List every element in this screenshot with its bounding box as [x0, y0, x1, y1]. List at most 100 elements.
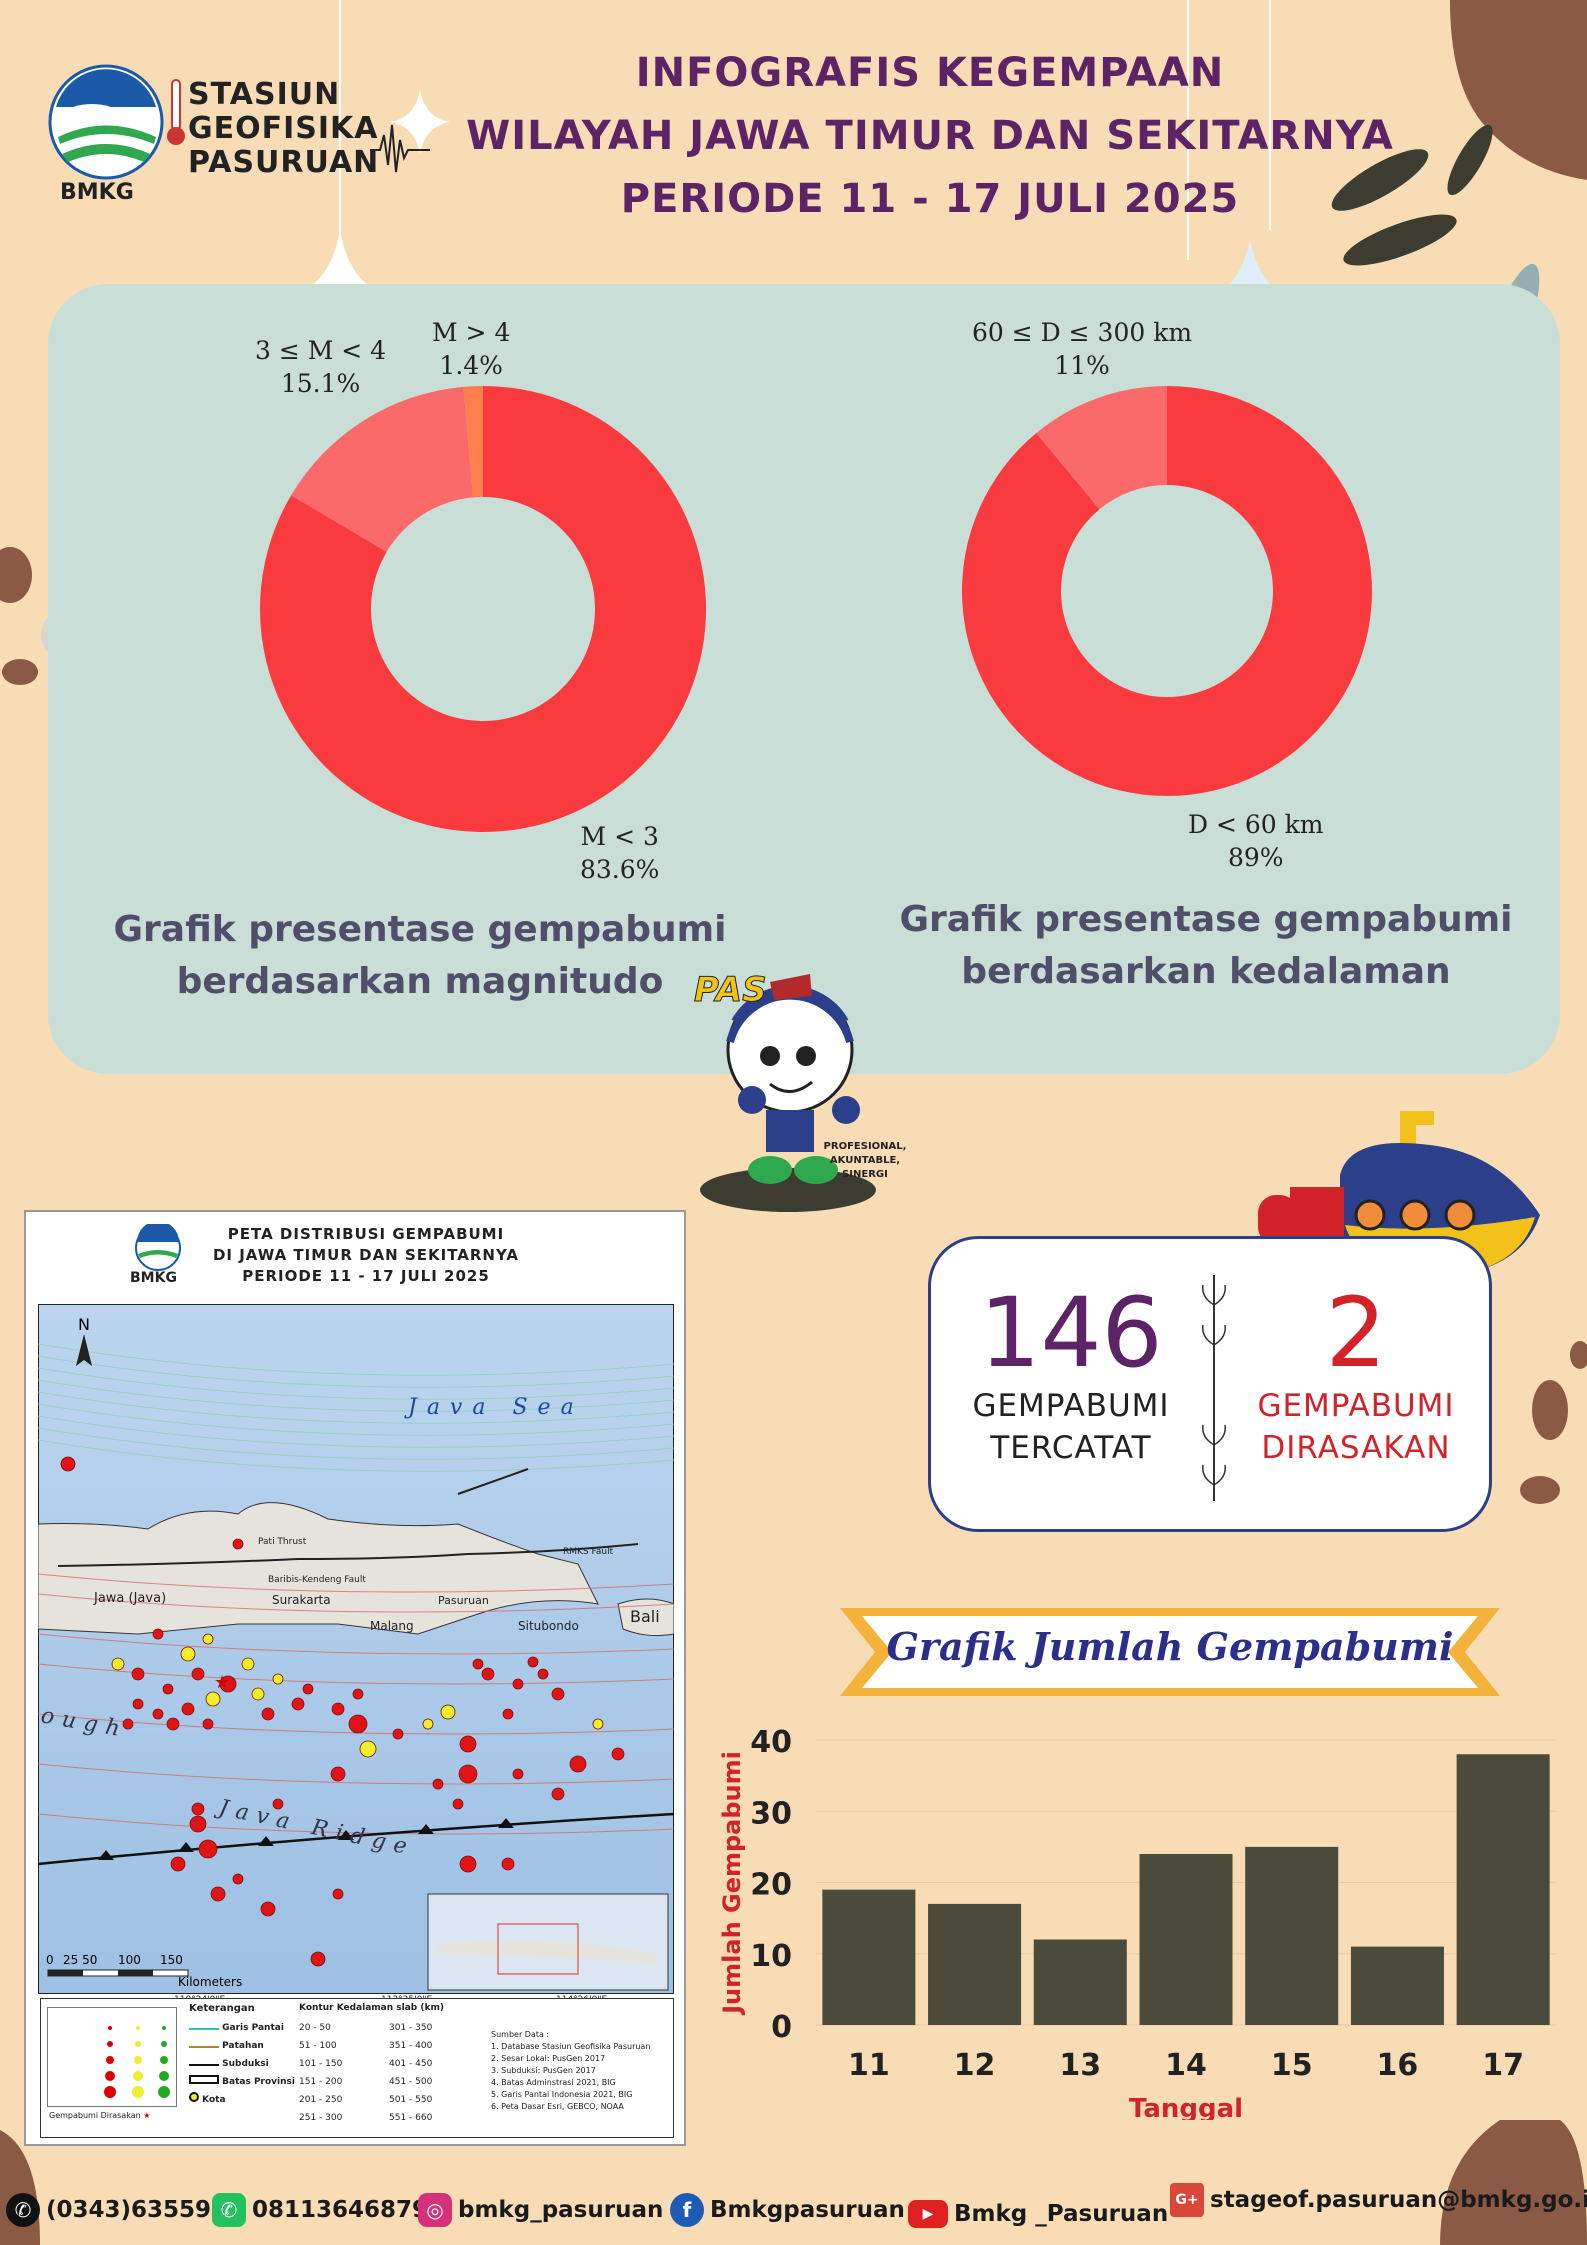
footer-facebook[interactable]: f Bmkgpasuruan: [670, 2193, 905, 2227]
legend-felt-label: Gempabumi Dirasakan: [49, 2111, 141, 2120]
felt-earthquake-star-icon: ★: [214, 1672, 230, 1693]
legend-felt: Gempabumi Dirasakan ★: [49, 2111, 150, 2120]
footer-phone[interactable]: ✆ (0343)635590: [6, 2193, 227, 2227]
title-line-1: INFOGRAFIS KEGEMPAAN: [635, 50, 1225, 96]
source-item: 2. Sesar Lokal: PusGen 2017: [491, 2054, 606, 2063]
instagram-text: bmkg_pasuruan: [458, 2197, 664, 2223]
earthquake-marker: [132, 1698, 144, 1710]
footer-whatsapp[interactable]: ✆ 08113646879: [212, 2193, 428, 2227]
contour-title: Kontur Kedalaman slab (km): [299, 2003, 444, 2013]
earthquake-marker: [232, 1873, 244, 1885]
earthquake-marker: [359, 1740, 377, 1758]
earthquake-marker: [181, 1702, 195, 1716]
bmkg-logo: BMKG: [48, 62, 168, 212]
felt-label: GEMPABUMI DIRASAKAN: [1231, 1385, 1481, 1469]
depth-donut: [962, 386, 1372, 796]
earthquake-marker: [122, 1718, 134, 1730]
earthquake-marker: [592, 1718, 604, 1730]
pie1-category: 3 ≤ M < 4: [255, 336, 387, 365]
source-item: 5. Garis Pantai Indonesia 2021, BIG: [491, 2090, 633, 2099]
footer-email[interactable]: G+ stageof.pasuruan@bmkg.go.id: [1170, 2183, 1587, 2217]
donut-slice-1: [1036, 386, 1167, 510]
daily-earthquake-bar-chart: 0 10 20 30 40 11 12 13 14 15 16 17 Tanggal Jumlah Gem…: [720, 1725, 1556, 2120]
legend-items: Garis Pantai Patahan Subduksi Batas Prov…: [189, 2019, 295, 2109]
magnitude-donut: [260, 386, 706, 832]
motto-line: PROFESIONAL, AKUNTABLE,: [823, 1141, 907, 1166]
station-line: GEOFISIKA: [188, 111, 379, 146]
scale-unit: Kilometers: [178, 1975, 242, 1989]
earthquake-marker: [551, 1787, 565, 1801]
bar-13: [1033, 1939, 1127, 2025]
scale-label: 100: [118, 1953, 141, 1967]
earthquake-marker: [502, 1708, 514, 1720]
earthquake-marker: [611, 1747, 625, 1761]
contour-item: 501 - 550: [389, 2095, 433, 2105]
legend-item: Kota: [189, 2091, 295, 2109]
earthquake-marker: [569, 1755, 587, 1773]
legend-item-label: Patahan: [222, 2041, 264, 2051]
label-line: TERCATAT: [990, 1430, 1152, 1466]
contour-item: 20 - 50: [299, 2023, 331, 2033]
caption-line: berdasarkan kedalaman: [961, 951, 1451, 992]
earthquake-marker: [152, 1628, 164, 1640]
map-label-surakarta: Surakarta: [272, 1593, 331, 1607]
donut-slice-1: [291, 386, 474, 552]
legend-item: Batas Provinsi: [189, 2073, 295, 2091]
bar-title-ribbon: [840, 1608, 1500, 1696]
felt-star-icon: ★: [143, 2111, 151, 2120]
legend-symbols-icon: [104, 2026, 170, 2098]
earthquake-marker: [166, 1717, 180, 1731]
caption-line: Grafik presentase gempabumi: [899, 899, 1513, 940]
youtube-text: Bmkg _Pasuruan: [954, 2201, 1169, 2227]
contour-item: 201 - 250: [299, 2095, 343, 2105]
source-item: 1. Database Stasiun Geofisika Pasuruan: [491, 2042, 651, 2051]
earthquake-marker: [180, 1646, 196, 1662]
data-sources: Sumber Data : 1. Database Stasiun Geofis…: [491, 2029, 671, 2113]
earthquake-marker: [291, 1697, 305, 1711]
x-tick-label: 12: [954, 2048, 996, 2083]
leaf-divider-icon: [1201, 1275, 1227, 1501]
map-label-jawa: Jawa (Java): [93, 1591, 166, 1606]
map-label-java-sea: Java Sea: [404, 1395, 584, 1420]
footer-instagram[interactable]: ◎ bmkg_pasuruan: [418, 2193, 663, 2227]
bar-12: [928, 1903, 1022, 2025]
x-tick-label: 13: [1059, 2048, 1101, 2083]
label-line: GEMPABUMI: [1257, 1388, 1455, 1424]
earthquake-marker: [537, 1668, 549, 1680]
x-tick-label: 14: [1165, 2048, 1207, 2083]
whatsapp-icon: ✆: [212, 2193, 246, 2227]
donut-slice-0: [962, 386, 1372, 796]
map-title-2: DI JAWA TIMUR DAN SEKITARNYA: [212, 1246, 520, 1264]
pie1-category: M < 3: [580, 822, 659, 851]
contour-items: 20 - 50 301 - 350 51 - 100 351 - 400 101…: [299, 2019, 479, 2127]
pie2-category: 60 ≤ D ≤ 300 km: [972, 318, 1193, 347]
station-line: STASIUN: [188, 77, 341, 112]
legend-symbol-table: [47, 2007, 177, 2107]
google-plus-icon: G+: [1170, 2183, 1204, 2217]
map-title-3: PERIODE 11 - 17 JULI 2025: [242, 1267, 490, 1285]
earthquake-marker: [512, 1678, 524, 1690]
earthquake-marker: [331, 1702, 345, 1716]
footer-youtube[interactable]: ▶ Bmkg _Pasuruan: [908, 2200, 1168, 2228]
earthquake-marker: [512, 1768, 524, 1780]
earthquake-marker: [352, 1688, 364, 1700]
x-tick-label: 11: [848, 2048, 890, 2083]
pie2-category: D < 60 km: [1188, 810, 1324, 839]
north-arrow-label: N: [78, 1315, 90, 1334]
city-symbol: [189, 2092, 199, 2102]
contour-item: 351 - 400: [389, 2041, 433, 2051]
earthquake-marker: [205, 1691, 221, 1707]
legend-item: Subduksi: [189, 2055, 295, 2073]
x-tick-label: 17: [1482, 2048, 1524, 2083]
earthquake-marker: [310, 1951, 326, 1967]
earthquake-marker: [481, 1667, 495, 1681]
x-tick-label: 15: [1271, 2048, 1313, 2083]
station-name: STASIUN GEOFISIKA PASURUAN: [188, 78, 379, 180]
earthquake-marker: [452, 1798, 464, 1810]
donut-slice-2: [463, 386, 483, 498]
earthquake-marker: [152, 1708, 164, 1720]
thermometer-icon: [167, 79, 185, 145]
earthquake-marker: [332, 1888, 344, 1900]
contour-item: 551 - 660: [389, 2113, 433, 2123]
map-label-situbondo: Situbondo: [518, 1619, 579, 1633]
